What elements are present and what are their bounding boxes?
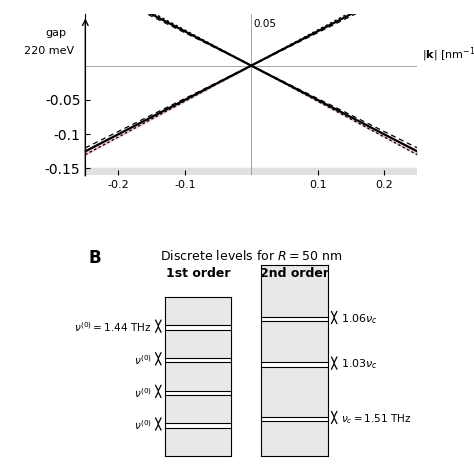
Bar [165, 330, 231, 358]
Text: Discrete levels for $R = 50\ \mathrm{nm}$: Discrete levels for $R = 50\ \mathrm{nm}… [160, 249, 342, 264]
Bar [165, 395, 231, 423]
Text: 1st order: 1st order [166, 267, 230, 280]
Bar [261, 321, 328, 362]
Bar [85, 168, 417, 203]
Bar [165, 297, 231, 325]
Bar [261, 421, 328, 456]
Text: gap: gap [45, 27, 66, 38]
Bar [165, 362, 231, 391]
Text: B: B [89, 249, 101, 267]
Bar [165, 428, 231, 456]
Text: $\nu_c = 1.51\ \mathrm{THz}$: $\nu_c = 1.51\ \mathrm{THz}$ [341, 412, 411, 426]
Text: 2nd order: 2nd order [260, 267, 329, 280]
Text: $\nu^{(0)}$: $\nu^{(0)}$ [134, 419, 152, 432]
Text: $\nu^{(0)}$: $\nu^{(0)}$ [134, 353, 152, 367]
Text: 220 meV: 220 meV [24, 46, 74, 55]
Text: $\nu^{(0)} = 1.44\ \mathrm{THz}$: $\nu^{(0)} = 1.44\ \mathrm{THz}$ [74, 321, 152, 335]
Text: 0.05: 0.05 [253, 19, 276, 29]
Text: $1.06\nu_c$: $1.06\nu_c$ [341, 312, 378, 326]
Bar [261, 367, 328, 417]
Text: $\nu^{(0)}$: $\nu^{(0)}$ [134, 386, 152, 400]
Bar [261, 264, 328, 317]
Text: $|\mathbf{k}|\ [\mathrm{nm}^{-1}]$: $|\mathbf{k}|\ [\mathrm{nm}^{-1}]$ [422, 46, 474, 64]
Text: $1.03\nu_c$: $1.03\nu_c$ [341, 357, 378, 372]
